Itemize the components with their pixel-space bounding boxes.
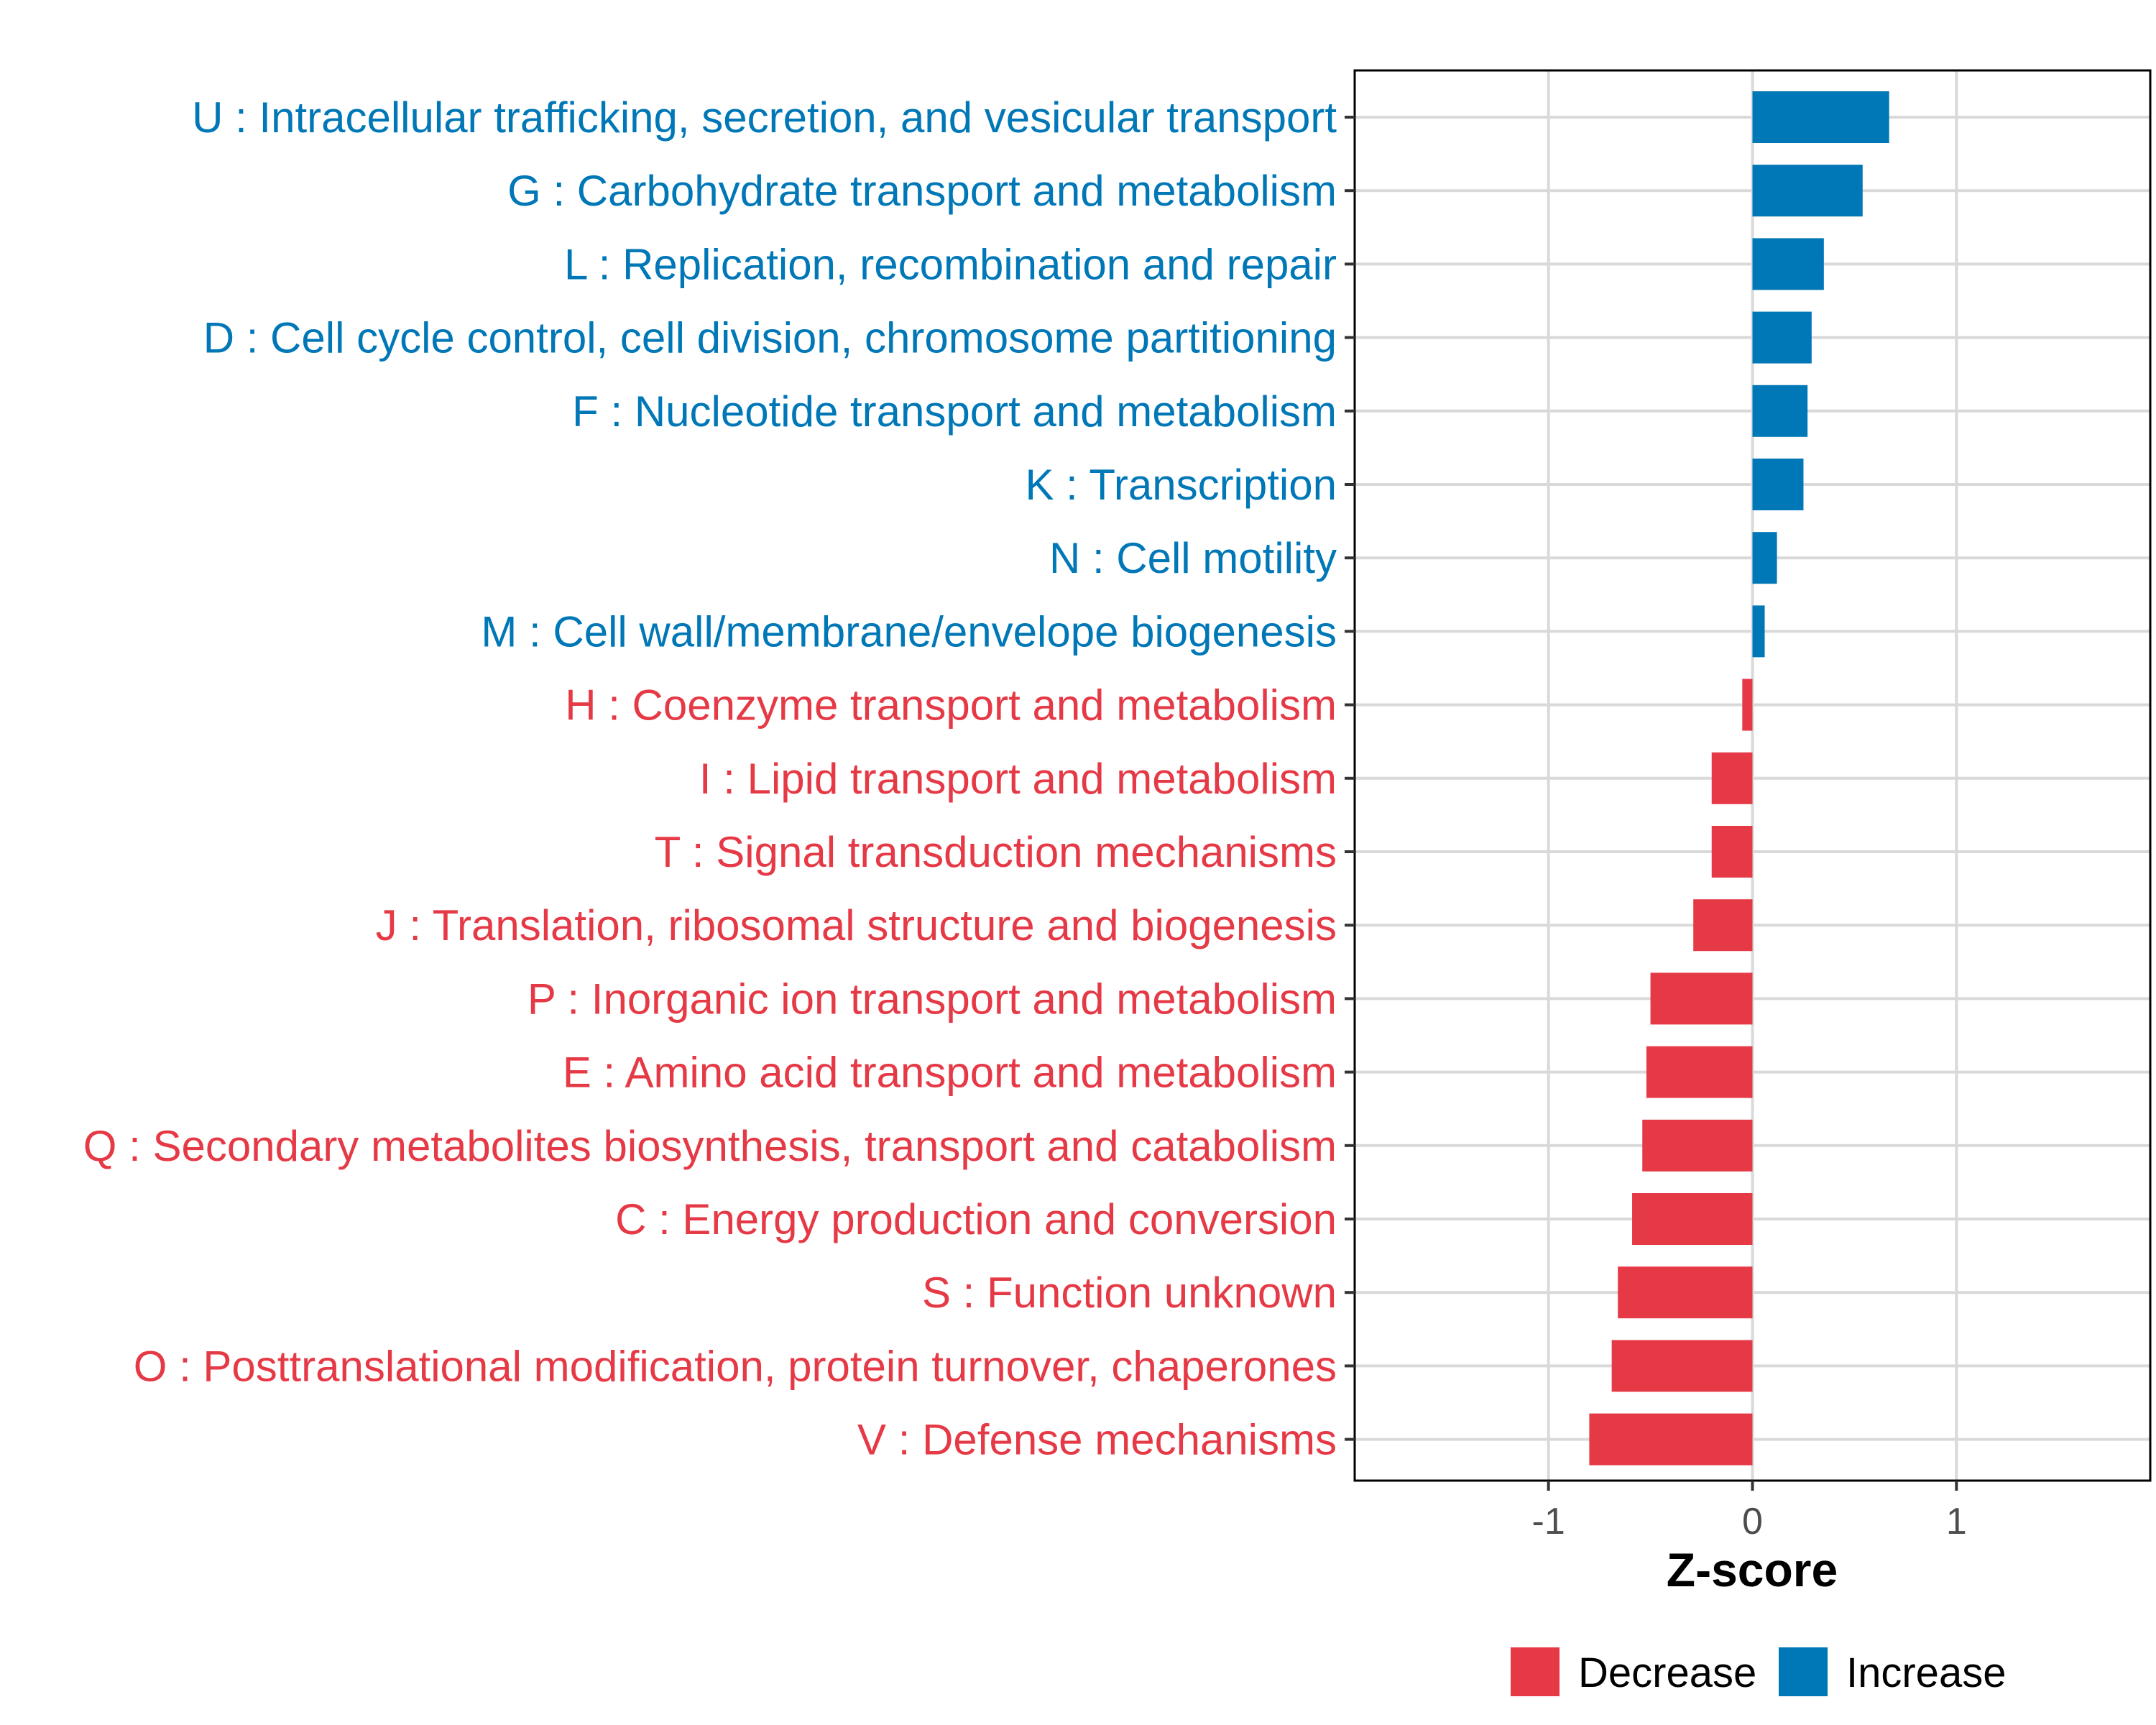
bar-increase-1 bbox=[1752, 165, 1863, 217]
category-label-3: D : Cell cycle control, cell division, c… bbox=[203, 314, 1337, 362]
x-tick-label-1: 0 bbox=[1742, 1501, 1763, 1542]
bar-decrease-17 bbox=[1611, 1340, 1753, 1392]
bar-increase-0 bbox=[1752, 91, 1889, 143]
bar-increase-4 bbox=[1752, 385, 1808, 437]
bar-decrease-9 bbox=[1711, 752, 1753, 804]
x-tick-label-0: -1 bbox=[1532, 1501, 1565, 1542]
category-label-13: E : Amino acid transport and metabolism bbox=[563, 1049, 1337, 1097]
y-axis-category-labels: U : Intracellular trafficking, secretion… bbox=[83, 93, 1337, 1464]
x-axis-title: Z-score bbox=[1667, 1543, 1838, 1596]
bar-decrease-15 bbox=[1632, 1193, 1753, 1245]
legend-swatch-increase bbox=[1779, 1647, 1828, 1696]
category-label-11: J : Translation, ribosomal structure and… bbox=[376, 901, 1337, 949]
legend-swatch-decrease bbox=[1511, 1647, 1560, 1696]
bar-decrease-16 bbox=[1618, 1266, 1753, 1319]
category-label-8: H : Coenzyme transport and metabolism bbox=[565, 681, 1337, 730]
legend-label-decrease: Decrease bbox=[1578, 1650, 1756, 1696]
category-label-14: Q : Secondary metabolites biosynthesis, … bbox=[83, 1122, 1337, 1170]
legend-label-increase: Increase bbox=[1846, 1650, 2006, 1696]
category-label-9: I : Lipid transport and metabolism bbox=[699, 755, 1337, 803]
bars bbox=[1589, 91, 1889, 1466]
category-label-1: G : Carbohydrate transport and metabolis… bbox=[507, 167, 1337, 215]
category-label-5: K : Transcription bbox=[1025, 461, 1337, 509]
category-label-0: U : Intracellular trafficking, secretion… bbox=[192, 93, 1337, 142]
category-label-15: C : Energy production and conversion bbox=[615, 1195, 1337, 1243]
category-label-18: V : Defense mechanisms bbox=[857, 1416, 1337, 1464]
bar-decrease-10 bbox=[1711, 826, 1753, 878]
bar-increase-6 bbox=[1752, 532, 1777, 584]
category-label-2: L : Replication, recombination and repai… bbox=[564, 240, 1337, 288]
bar-increase-5 bbox=[1752, 459, 1804, 510]
category-label-6: N : Cell motility bbox=[1049, 534, 1337, 582]
bar-decrease-12 bbox=[1650, 972, 1753, 1025]
legend: Decrease Increase bbox=[1511, 1647, 2006, 1696]
bar-decrease-13 bbox=[1646, 1046, 1753, 1098]
bar-decrease-18 bbox=[1589, 1413, 1753, 1466]
bar-decrease-14 bbox=[1642, 1119, 1753, 1172]
x-axis-ticks: -1 0 1 bbox=[1532, 1481, 1967, 1542]
y-axis-ticks bbox=[1345, 116, 1355, 1441]
category-label-17: O : Posttranslational modification, prot… bbox=[134, 1342, 1337, 1390]
category-label-16: S : Function unknown bbox=[922, 1269, 1337, 1317]
x-tick-label-2: 1 bbox=[1946, 1501, 1967, 1542]
bar-decrease-8 bbox=[1742, 678, 1753, 731]
category-label-12: P : Inorganic ion transport and metaboli… bbox=[528, 975, 1337, 1023]
bar-increase-3 bbox=[1752, 311, 1812, 364]
category-label-7: M : Cell wall/membrane/envelope biogenes… bbox=[481, 607, 1337, 656]
category-label-4: F : Nucleotide transport and metabolism bbox=[572, 387, 1337, 436]
bar-increase-7 bbox=[1752, 605, 1765, 658]
category-label-10: T : Signal transduction mechanisms bbox=[655, 828, 1337, 876]
bar-decrease-11 bbox=[1693, 899, 1753, 952]
bar-increase-2 bbox=[1752, 238, 1824, 290]
